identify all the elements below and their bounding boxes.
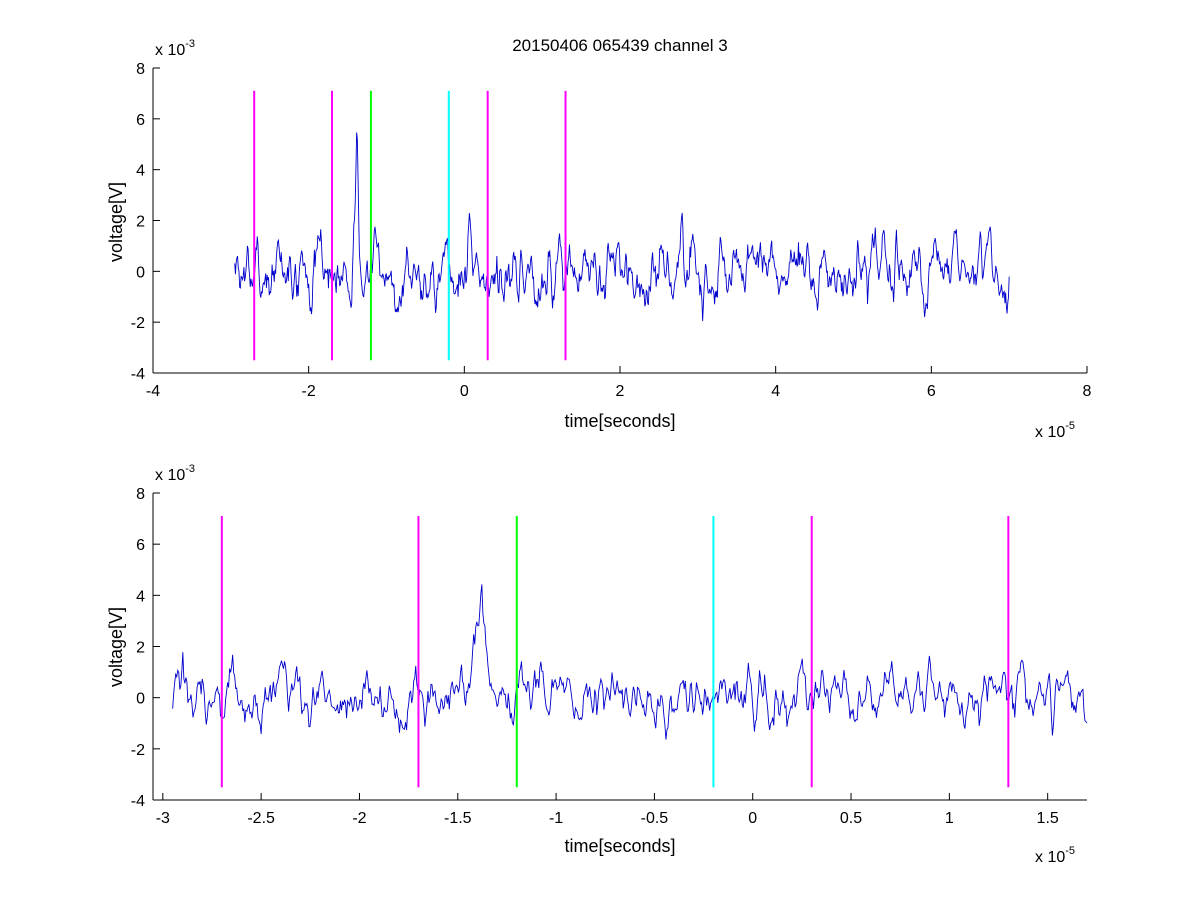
top-plot-xtick-label: 2 bbox=[616, 383, 625, 400]
top-plot-xtick-label: 0 bbox=[460, 383, 469, 400]
bottom-plot-ytick-label: 8 bbox=[136, 486, 145, 503]
bottom-plot-signal-line bbox=[172, 584, 1088, 740]
bottom-plot-xtick-label: -2 bbox=[352, 810, 366, 827]
top-plot-ylabel: voltage[V] bbox=[106, 182, 126, 262]
bottom-plot-xtick-label: 1 bbox=[945, 810, 954, 827]
top-plot-xtick-label: -4 bbox=[146, 383, 160, 400]
top-plot-xlabel: time[seconds] bbox=[564, 411, 675, 431]
top-plot-ytick-label: 8 bbox=[136, 61, 145, 78]
top-plot-xtick-label: 6 bbox=[927, 383, 936, 400]
bottom-plot-ytick-label: 6 bbox=[136, 537, 145, 554]
top-plot-xtick-label: 4 bbox=[771, 383, 780, 400]
bottom-plot-xtick-label: -0.5 bbox=[641, 810, 669, 827]
bottom-plot-ylabel: voltage[V] bbox=[106, 607, 126, 687]
bottom-plot: x 10-3 x 10-5 time[seconds] voltage[V] -… bbox=[106, 463, 1088, 866]
top-plot-ytick-label: -4 bbox=[131, 366, 145, 383]
top-plot-signal-line bbox=[234, 132, 1010, 321]
bottom-plot-y-exponent: x 10-3 bbox=[155, 463, 195, 484]
bottom-plot-ytick-label: 0 bbox=[136, 691, 145, 708]
bottom-plot-x-exponent: x 10-5 bbox=[1035, 845, 1075, 866]
top-plot-ytick-label: 2 bbox=[136, 214, 145, 231]
top-plot-ytick-label: -2 bbox=[131, 315, 145, 332]
top-plot-y-exponent: x 10-3 bbox=[155, 38, 195, 59]
bottom-plot-xtick-label: -1.5 bbox=[444, 810, 472, 827]
top-plot-xtick-label: -2 bbox=[302, 383, 316, 400]
top-plot: 20150406 065439 channel 3 x 10-3 x 10-5 … bbox=[106, 36, 1092, 441]
bottom-plot-xtick-label: 0 bbox=[748, 810, 757, 827]
bottom-plot-ytick-label: -2 bbox=[131, 742, 145, 759]
bottom-plot-ytick-label: -4 bbox=[131, 793, 145, 810]
bottom-plot-xtick-label: -2.5 bbox=[247, 810, 275, 827]
bottom-plot-xtick-label: 0.5 bbox=[840, 810, 862, 827]
bottom-plot-xlabel: time[seconds] bbox=[564, 836, 675, 856]
bottom-plot-ytick-label: 4 bbox=[136, 588, 145, 605]
bottom-plot-ytick-label: 2 bbox=[136, 640, 145, 657]
top-plot-ytick-label: 4 bbox=[136, 163, 145, 180]
bottom-plot-xtick-label: -1 bbox=[549, 810, 563, 827]
top-plot-ytick-label: 0 bbox=[136, 264, 145, 281]
top-plot-x-exponent: x 10-5 bbox=[1035, 420, 1075, 441]
top-plot-xtick-label: 8 bbox=[1083, 383, 1092, 400]
top-plot-title: 20150406 065439 channel 3 bbox=[512, 36, 728, 55]
bottom-plot-xtick-label: -3 bbox=[156, 810, 170, 827]
top-plot-ytick-label: 6 bbox=[136, 112, 145, 129]
bottom-plot-xtick-label: 1.5 bbox=[1037, 810, 1059, 827]
